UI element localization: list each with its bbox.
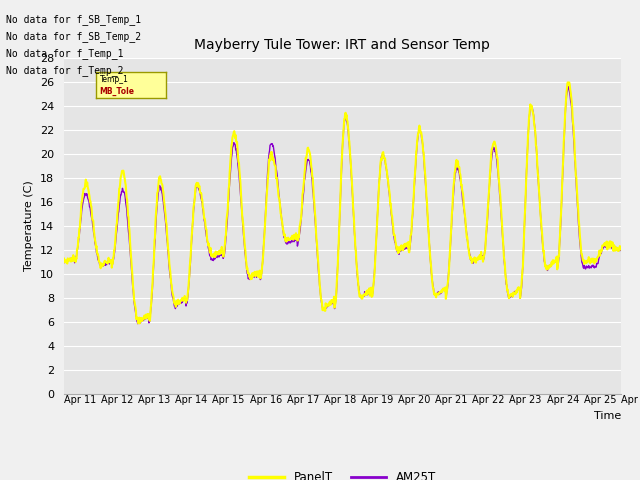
- Text: Temp_1: Temp_1: [100, 75, 129, 84]
- Text: MB_Tole: MB_Tole: [100, 87, 134, 96]
- Text: No data for f_SB_Temp_2: No data for f_SB_Temp_2: [6, 31, 141, 42]
- Legend: PanelT, AM25T: PanelT, AM25T: [244, 466, 440, 480]
- Text: No data for f_Temp_2: No data for f_Temp_2: [6, 65, 124, 76]
- Y-axis label: Temperature (C): Temperature (C): [24, 180, 35, 271]
- Text: No data for f_Temp_1: No data for f_Temp_1: [6, 48, 124, 59]
- Text: No data for f_SB_Temp_1: No data for f_SB_Temp_1: [6, 14, 141, 25]
- X-axis label: Time: Time: [593, 410, 621, 420]
- Title: Mayberry Tule Tower: IRT and Sensor Temp: Mayberry Tule Tower: IRT and Sensor Temp: [195, 38, 490, 52]
